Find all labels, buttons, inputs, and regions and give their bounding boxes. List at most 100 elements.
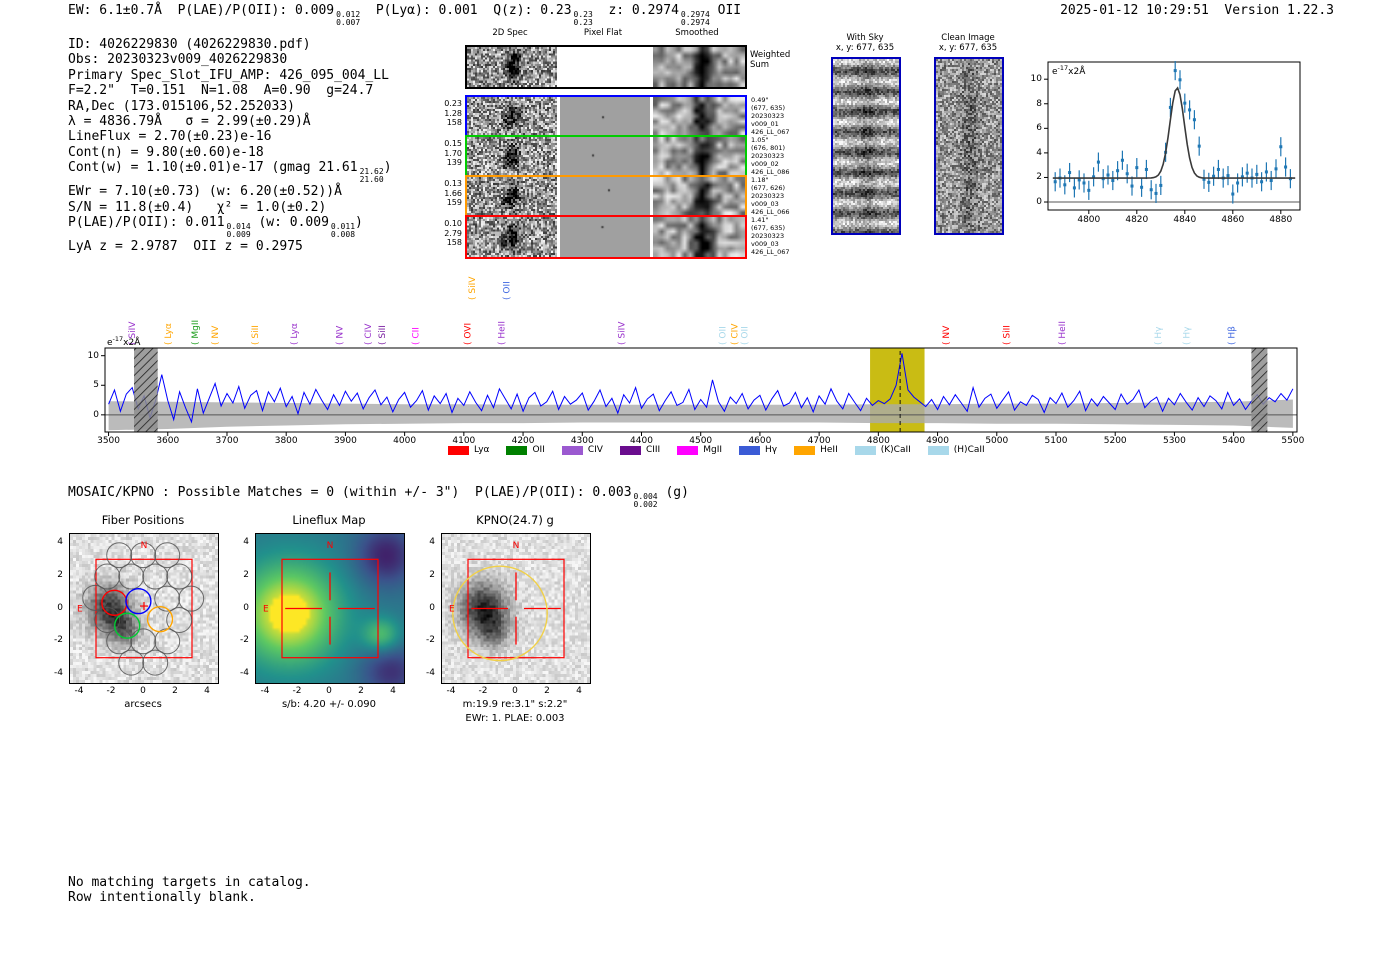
inset-data-point [1168,105,1172,109]
spectrum-error-band [108,399,1293,431]
inset-plot [1044,61,1301,214]
main-x-tick-label: 5100 [1044,436,1068,446]
main-x-tick-label: 5300 [1162,436,1186,446]
main-spectrum-plot: ( SiIV ( Lyα ( MgII ( NV ( SiII ( Lyα ( NV ( CI… [101,276,1298,436]
cutout-x-tick: 0 [512,686,518,696]
line-marker-Hβ: ( Hβ [1227,326,1237,345]
info-line: Primary Spec_Slot_IFU_AMP: 426_095_004_L… [68,67,389,83]
inset-data-point [1072,186,1076,190]
inset-data-point [1125,172,1129,176]
legend-item-CIV: CIV [561,445,603,455]
fiber-circle [94,607,121,633]
fiber-circle [178,585,205,612]
fiber-circle-green [114,612,141,639]
inset-x-tick-label: 4840 [1173,215,1197,225]
weighted-sum-label: Weighted Sum [750,50,810,70]
main-x-tick-label: 3600 [156,436,180,446]
spec2d-row-right-meta: 1.05" (676, 801) 20230323 v009_02 426_LL_086 [751,136,811,176]
stacked-uncertainty: 0.012 0.007 [336,10,361,27]
inset-x-tick-label: 4860 [1221,215,1245,225]
header-summary-line: EW: 6.1±0.7Å P(LAE)/P(OII): 0.009 0.012 0.… [68,3,741,27]
cutout-y-tick: 0 [57,602,63,613]
spec2d-row-left-stats: 0.10 2.79 158 [438,219,462,248]
cutout-overlay-3: NE [449,541,565,662]
spec2d-smoothed-strip [653,137,745,175]
spec2d-pixelflat-strip [560,137,650,175]
line-marker-MgII: ( MgII [191,320,201,345]
row-meta: 20230323 [751,152,785,160]
row-meta: 20230323 [751,112,785,120]
inset-data-point [1183,101,1187,105]
main-x-tick-label: 5400 [1222,436,1246,446]
fiber-circle [118,649,145,676]
legend-item-HeII: HeII [794,445,838,455]
main-x-tick-label: 4500 [689,436,713,446]
inset-y-tick-label: 4 [1036,147,1042,158]
fiber-circle-blue [125,587,152,615]
row-meta: 426_LL_067 [751,248,790,256]
stacked-uncertainty: 0.004 0.002 [633,492,658,509]
sky-panel-title-text: With Sky [846,33,884,43]
legend-item-(K)CaII: (K)CaII [854,445,911,455]
info-line: S/N = 11.8(±0.4) χ² = 1.0(±0.2) [68,199,327,215]
masked-hatched-band [134,348,158,432]
inset-data-point [1269,179,1273,183]
spec2d-row [465,45,747,89]
inset-data-point [1120,158,1124,162]
spec2d-col-header: 2D Spec [492,28,528,38]
spec2d-smoothed-strip [653,217,745,257]
cutout-caption: s/b: 4.20 +/- 0.090 [281,699,377,710]
info-line: P(LAE)/P(OII): 0.011 0.014 0.009 (w: 0.009… [68,215,363,240]
line-marker-SiII: ( SiII [378,325,388,345]
legend-swatch [739,445,761,455]
exponent: -17 [112,335,124,343]
inset-y-tick-label: 8 [1036,98,1042,109]
fiber-circle [166,607,193,633]
legend-label: (K)CaII [880,445,911,455]
row-stat: 1.28 [444,108,462,118]
row-meta: 426_LL_066 [751,208,790,216]
inset-data-point [1264,170,1268,174]
row-meta: (676, 801) [751,144,786,152]
line-marker-SiII: ( SiII [251,325,261,345]
main-y-tick-label: 5 [93,380,99,391]
row-stat: 0.23 [444,99,462,108]
main-x-tick-label: 3500 [97,436,120,446]
cutout-y-tick: 2 [57,569,63,580]
cutout-x-tick: 4 [390,686,396,696]
main-x-tick-label: 4000 [393,436,417,446]
row-stat: 0.13 [444,179,462,188]
row-stat: 2.79 [444,228,462,238]
line-marker-CIV: ( CIV [364,323,374,345]
row-meta: 20230323 [751,232,785,240]
cutout-y-tick: 0 [243,602,249,613]
cutout-overlay-1: NE [77,541,205,676]
masked-hatched-band [1251,348,1268,432]
spec2d-raw-strip [467,97,557,135]
cutout-caption: EWr: 1. PLAE: 0.003 [465,713,565,724]
compass-north: N [327,541,334,551]
sky-panel-box [831,57,901,235]
cutout-x-tick: 0 [326,686,332,696]
row-meta: 0.49" [751,96,769,104]
spec2d-raw-strip [467,137,557,175]
legend-label: MgII [703,445,723,455]
inset-data-point [1221,176,1225,180]
line-marker-OII: ( OII [719,326,729,345]
cutout-y-tick: 4 [57,536,63,547]
cutout-x-tick: 4 [576,686,582,696]
spec2d-pixelflat-strip [560,217,650,257]
cutout-x-tick: -4 [260,686,270,696]
legend-label: (H)CaII [953,445,985,455]
main-frame [104,347,1298,433]
main-x-tick-label: 4200 [511,436,535,446]
row-meta: 1.18" [751,176,769,184]
spec2d-row-right-meta: 1.18" (677, 626) 20230323 v009_03 426_LL_066 [751,176,811,216]
footer-block: No matching targets in catalog. Row inte… [68,875,311,906]
info-line: Cont(n) = 9.80(±0.60)e-18 [68,144,264,160]
inset-data-point [1202,177,1206,181]
inset-data-point [1288,177,1292,181]
inset-data-point [1135,166,1139,170]
